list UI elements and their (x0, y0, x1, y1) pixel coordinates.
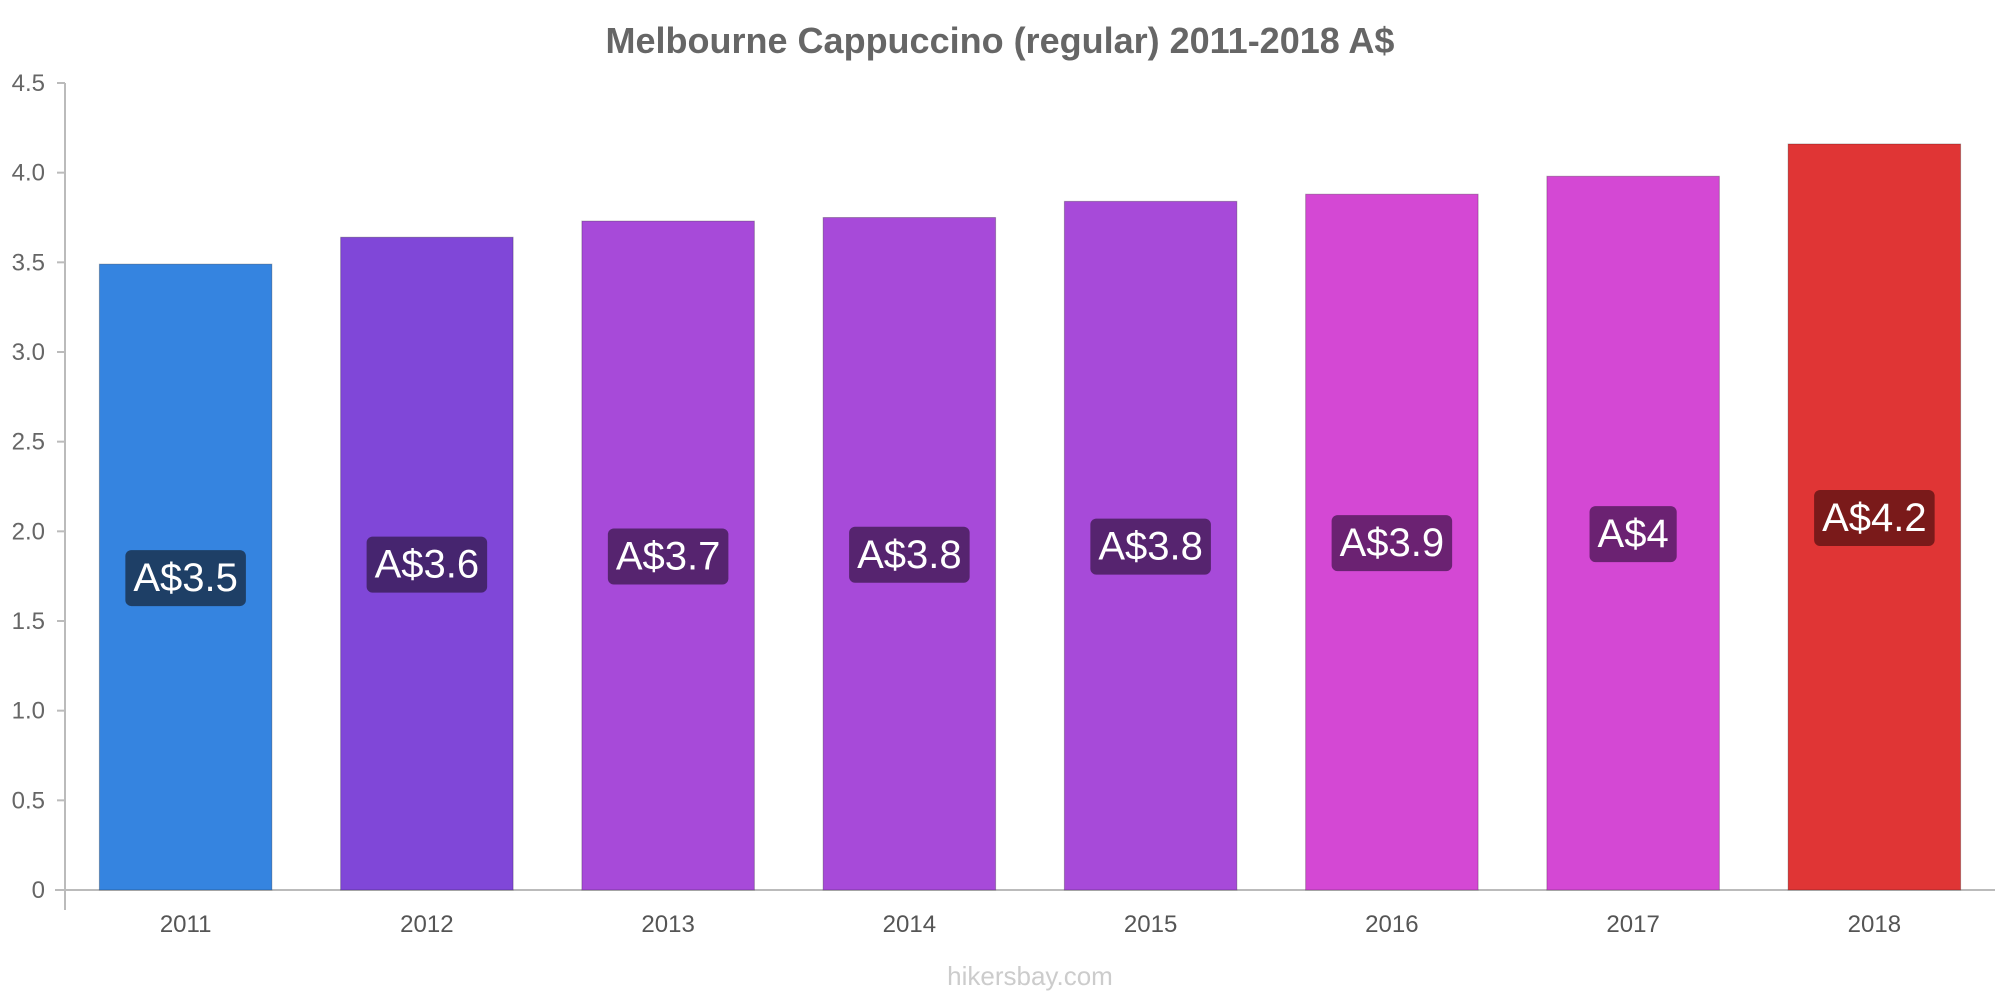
value-label-2016: A$3.9 (1331, 515, 1453, 572)
value-label-bg (1814, 489, 1935, 546)
y-tick-label: 3.0 (12, 339, 45, 366)
value-label-2015: A$3.8 (1090, 518, 1211, 575)
value-label-text: A$3.5 (133, 556, 238, 600)
value-label-text: A$4 (1598, 512, 1669, 556)
value-label-bg (1331, 515, 1453, 572)
chart-title: Melbourne Cappuccino (regular) 2011-2018… (606, 20, 1395, 61)
value-label-text: A$3.7 (616, 535, 721, 579)
value-labels: A$3.5 A$3.6 A$3.7 A$3.8 A$3.8 A$3.9 A$4 A$4.2 (125, 489, 1935, 607)
value-label-bg (607, 528, 729, 585)
value-label-2014: A$3.8 (849, 526, 970, 583)
y-tick-label: 2.0 (12, 518, 45, 545)
x-tick-label: 2011 (160, 911, 212, 938)
value-label-bg (1589, 506, 1677, 563)
value-label-2018: A$4.2 (1814, 489, 1935, 546)
value-label-2013: A$3.7 (607, 528, 729, 585)
y-tick-label: 2.5 (12, 429, 45, 456)
bars (98, 143, 1962, 891)
value-label-text: A$4.2 (1822, 496, 1927, 540)
x-tick-label: 2012 (400, 911, 453, 938)
value-label-text: A$3.8 (857, 533, 962, 577)
value-label-text: A$3.9 (1340, 521, 1445, 565)
x-tick-label: 2016 (1365, 911, 1418, 938)
y-tick-label: 0.5 (12, 787, 45, 814)
x-tick-label: 2013 (641, 911, 694, 938)
value-label-bg (366, 536, 488, 593)
x-tick-label: 2014 (883, 911, 936, 938)
value-label-2012: A$3.6 (366, 536, 488, 593)
value-label-bg (1090, 518, 1211, 575)
y-tick-label: 4.5 (12, 70, 45, 97)
x-tick-label: 2018 (1848, 911, 1901, 938)
value-label-bg (849, 526, 970, 583)
x-tick-label: 2017 (1606, 911, 1659, 938)
y-tick-label: 3.5 (12, 249, 45, 276)
value-label-text: A$3.6 (375, 543, 480, 587)
source-credit: hikersbay.com (947, 961, 1113, 991)
y-tick-label: 1.0 (12, 698, 45, 725)
value-label-text: A$3.8 (1098, 525, 1203, 569)
y-tick-label: 4.0 (12, 160, 45, 187)
y-tick-label: 1.5 (12, 608, 45, 635)
value-label-2011: A$3.5 (125, 550, 246, 607)
x-tick-label: 2015 (1124, 911, 1177, 938)
y-tick-label: 0 (32, 877, 45, 904)
axes: 0 0.5 1.0 1.5 2.0 2.5 3.0 3.5 4.0 4.5 2011 2012 2013… (12, 70, 1995, 938)
value-label-bg (125, 550, 246, 607)
value-label-2017: A$4 (1589, 506, 1677, 563)
